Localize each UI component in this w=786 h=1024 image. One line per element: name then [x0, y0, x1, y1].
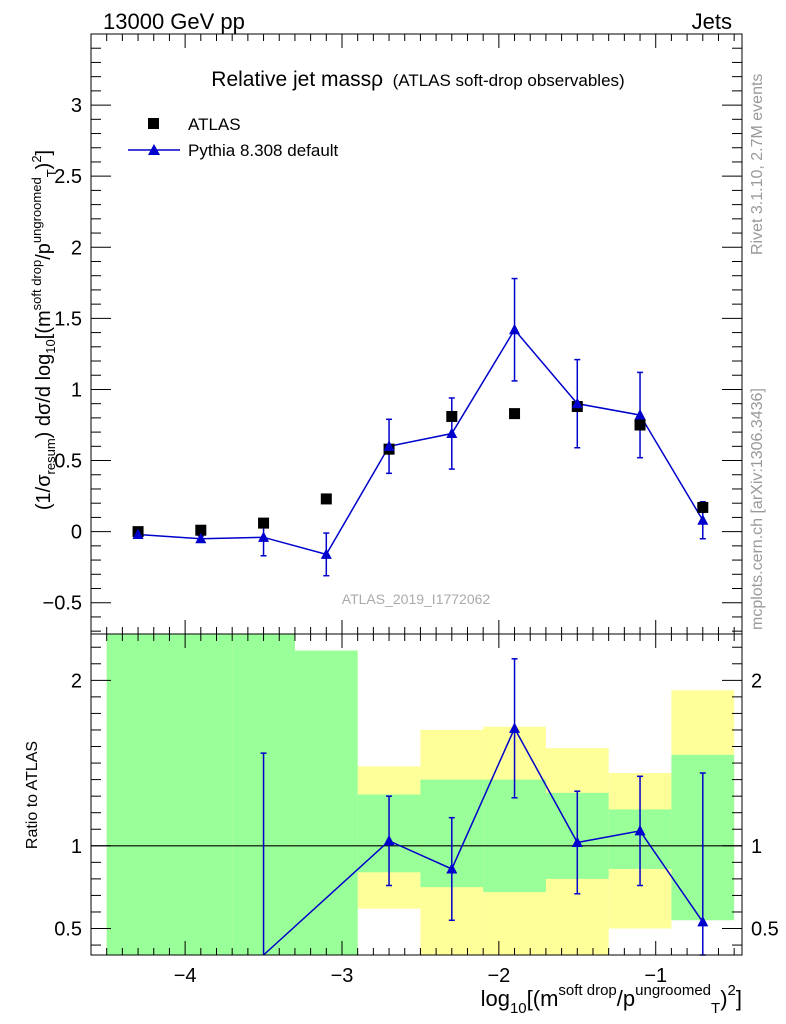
pythia-data-point	[634, 409, 646, 420]
pythia-data-point	[697, 514, 709, 525]
main-y-tick-label: 0.5	[54, 451, 82, 473]
ratio-y-tick-label-right: 0.5	[751, 919, 779, 941]
main-y-tick-label: 1.5	[54, 308, 82, 330]
mcplots-label: mcplots.cern.ch [arXiv:1306.3436]	[749, 388, 766, 630]
ratio-x-tick-label: −1	[644, 965, 667, 987]
ratio-y-tick-label: 1	[71, 836, 82, 858]
ratio-band-inner	[106, 634, 233, 955]
atlas-data-point	[509, 408, 521, 420]
chart-title: Relative jet massρ (ATLAS soft-drop obse…	[211, 68, 624, 91]
watermark: ATLAS_2019_I1772062	[342, 591, 491, 607]
pythia-data-point	[195, 532, 207, 544]
main-panel: −0.5 0 0.5 1 1.5 2 2.5 3	[43, 33, 743, 635]
ratio-x-tick-label: −4	[174, 965, 197, 987]
main-y-tick-label: 2.5	[54, 166, 82, 188]
legend-pythia-label: Pythia 8.308 default	[188, 141, 339, 160]
ratio-panel: −4 −3 −2 −1 0.5 0.5 1 1 2 2	[54, 633, 779, 987]
ratio-data-point	[383, 834, 395, 846]
pythia-data-point	[132, 528, 144, 539]
atlas-data-point	[195, 524, 207, 536]
ratio-data-point	[634, 824, 646, 836]
ratio-y-tick-label-right: 2	[751, 670, 762, 692]
atlas-data-point	[446, 410, 458, 422]
legend-pythia-marker	[148, 144, 160, 155]
pythia-series-line	[138, 328, 704, 556]
legend-atlas-marker	[148, 118, 159, 129]
main-y-tick-label: 2	[71, 237, 82, 259]
rivet-label: Rivet 3.1.10, 2.7M events	[749, 74, 766, 255]
title-sub: (ATLAS soft-drop observables)	[393, 71, 625, 90]
ratio-xlabel: log10[(msoft drop/pungroomedT)2]	[481, 982, 742, 1017]
main-y-tick-label: −0.5	[43, 593, 82, 615]
main-ylabel: (1/σresum) dσ/d log10[(msoft drop/pungro…	[29, 150, 59, 510]
ratio-data-point	[697, 915, 709, 927]
ratio-y-tick-label: 2	[71, 670, 82, 692]
pythia-data-point	[446, 427, 458, 439]
title-main: Relative jet massρ	[211, 68, 383, 91]
ratio-y-tick-label-right: 1	[751, 836, 762, 858]
ratio-data-point	[509, 722, 521, 733]
header-left: 13000 GeV pp	[103, 9, 245, 34]
main-y-tick-label: 1	[71, 379, 82, 401]
ratio-data-point	[571, 836, 583, 847]
atlas-data-point	[697, 501, 709, 513]
atlas-data-point	[320, 493, 332, 505]
ratio-x-tick-label: −2	[487, 965, 510, 987]
header-right: Jets	[692, 9, 732, 34]
main-y-tick-label: 3	[71, 95, 82, 117]
pythia-data-point	[383, 440, 395, 451]
ratio-y-tick-label: 0.5	[54, 919, 82, 941]
legend: ATLAS Pythia 8.308 default	[128, 115, 339, 160]
ratio-x-tick-label: −3	[331, 965, 354, 987]
legend-atlas-label: ATLAS	[188, 115, 241, 134]
main-y-tick-label: 0	[71, 522, 82, 544]
atlas-data-point	[258, 517, 270, 529]
pythia-data-point	[509, 323, 521, 335]
ratio-frame	[90, 633, 743, 956]
pythia-data-point	[320, 548, 332, 559]
ratio-ylabel: Ratio to ATLAS	[24, 741, 41, 849]
ratio-band-inner	[294, 650, 358, 955]
pythia-data-point	[571, 397, 583, 409]
ratio-data-point	[446, 862, 458, 874]
pythia-data-point	[258, 531, 270, 542]
atlas-data-point	[634, 419, 646, 431]
